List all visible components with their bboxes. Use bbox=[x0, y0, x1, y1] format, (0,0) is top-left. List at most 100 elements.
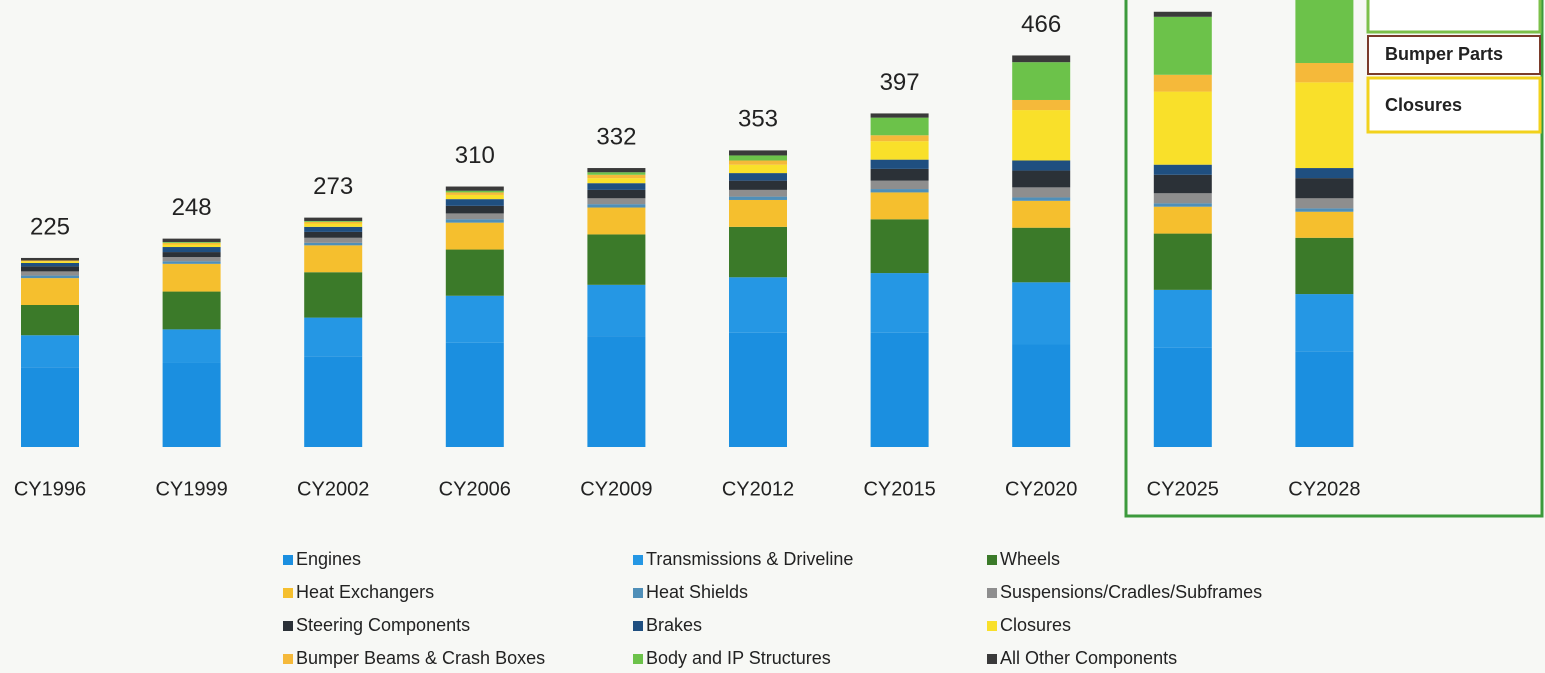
bar-segment bbox=[445, 205, 504, 214]
x-tick-label: CY2002 bbox=[297, 478, 369, 500]
x-tick-label: CY1996 bbox=[14, 478, 86, 500]
bar-segment bbox=[1153, 289, 1212, 348]
annotation: Bumper Parts bbox=[1385, 44, 1503, 64]
bar-segment bbox=[1153, 11, 1212, 17]
bar-segment bbox=[162, 247, 221, 253]
legend-swatch bbox=[283, 588, 293, 598]
bar-segment bbox=[1153, 164, 1212, 175]
bar-segment bbox=[304, 317, 363, 357]
legend-label: Engines bbox=[296, 549, 361, 569]
bar-segment bbox=[445, 190, 504, 193]
bar-segment bbox=[304, 223, 363, 227]
total-label: 466 bbox=[1021, 11, 1061, 38]
bar-segment bbox=[1295, 63, 1354, 83]
bar-segment bbox=[587, 207, 646, 235]
legend-label: Steering Components bbox=[296, 615, 470, 635]
bar-segment bbox=[729, 150, 787, 156]
bar-segment bbox=[1012, 99, 1071, 111]
bar-segment bbox=[21, 261, 79, 263]
x-tick-label: CY2012 bbox=[722, 478, 794, 500]
bar-segment bbox=[21, 271, 79, 276]
legend-swatch bbox=[987, 588, 997, 598]
bar-segment bbox=[870, 180, 929, 190]
bar-segment bbox=[1012, 170, 1071, 188]
bar-segment bbox=[729, 189, 787, 197]
bar-segment bbox=[1295, 208, 1354, 212]
bar-segment bbox=[162, 261, 221, 264]
bar-segment bbox=[445, 249, 504, 296]
total-label: 273 bbox=[313, 173, 353, 200]
bar-segment bbox=[870, 135, 929, 142]
bar-segment bbox=[162, 362, 221, 447]
bar-segment bbox=[445, 199, 504, 206]
bar-segment bbox=[1153, 193, 1212, 204]
bar-segment bbox=[304, 217, 363, 221]
bar-segment bbox=[729, 199, 787, 227]
bar-segment bbox=[870, 141, 929, 160]
bar-segment bbox=[1012, 160, 1071, 171]
bar-segment bbox=[445, 213, 504, 220]
bar-segment bbox=[1295, 211, 1354, 238]
bar-segment bbox=[445, 194, 504, 200]
bar-segment bbox=[587, 172, 646, 175]
bar-segment bbox=[21, 260, 79, 262]
bar-segment bbox=[870, 332, 929, 447]
legend-label: Bumper Beams & Crash Boxes bbox=[296, 648, 545, 668]
bar-segment bbox=[870, 113, 929, 118]
bar-segment bbox=[21, 305, 79, 336]
bar-segment bbox=[1012, 200, 1071, 228]
legend-label: Wheels bbox=[1000, 549, 1060, 569]
legend-swatch bbox=[987, 621, 997, 631]
bar-segment bbox=[1153, 206, 1212, 234]
legend-label: Heat Shields bbox=[646, 582, 748, 602]
bar-segment bbox=[304, 220, 363, 222]
x-tick-label: CY2020 bbox=[1005, 478, 1077, 500]
bar-segment bbox=[1012, 344, 1071, 447]
annotation-box bbox=[1366, 76, 1542, 134]
bar-segment bbox=[729, 164, 787, 174]
bar-segment bbox=[304, 242, 363, 246]
bar-segment bbox=[21, 257, 79, 261]
legend-swatch bbox=[283, 621, 293, 631]
bar-segment bbox=[1153, 74, 1212, 92]
bar-segment bbox=[587, 234, 646, 285]
bar-segment bbox=[445, 186, 504, 191]
bar-segment bbox=[1012, 227, 1071, 283]
bar-segment bbox=[587, 174, 646, 179]
bar-segment bbox=[1295, 82, 1354, 169]
bars bbox=[21, 0, 1354, 447]
bar-segment bbox=[1153, 233, 1212, 290]
bar-segment bbox=[1012, 62, 1071, 100]
bar-segment bbox=[304, 272, 363, 318]
bar-segment bbox=[1295, 168, 1354, 179]
bar-segment bbox=[729, 160, 787, 165]
bar-segment bbox=[21, 278, 79, 306]
bar-segment bbox=[445, 295, 504, 343]
legend-swatch bbox=[987, 555, 997, 565]
bar-segment bbox=[1153, 347, 1212, 447]
bar-segment bbox=[1295, 178, 1354, 199]
x-tick-label: CY2025 bbox=[1147, 478, 1219, 500]
legend-swatch bbox=[283, 555, 293, 565]
bar-segment bbox=[21, 275, 79, 279]
bar-segment bbox=[870, 117, 929, 136]
total-label: 310 bbox=[455, 142, 495, 169]
legend-label: All Other Components bbox=[1000, 648, 1177, 668]
bar-segment bbox=[870, 219, 929, 274]
bar-segment bbox=[445, 222, 504, 250]
bar-segment bbox=[587, 284, 646, 337]
bar-segment bbox=[1012, 110, 1071, 161]
total-label: 353 bbox=[738, 106, 778, 133]
bar-segment bbox=[729, 196, 787, 200]
bar-segment bbox=[162, 329, 221, 363]
legend-label: Body and IP Structures bbox=[646, 648, 831, 668]
total-label: 332 bbox=[596, 123, 636, 150]
bar-segment bbox=[162, 291, 221, 330]
bar-segment bbox=[304, 245, 363, 273]
bar-segment bbox=[587, 183, 646, 190]
annotation-box bbox=[1366, 0, 1542, 34]
forecast-frame bbox=[1124, 0, 1544, 518]
x-tick-label: CY2009 bbox=[580, 478, 652, 500]
bar-segment bbox=[729, 155, 787, 161]
bar-segment bbox=[162, 263, 221, 292]
